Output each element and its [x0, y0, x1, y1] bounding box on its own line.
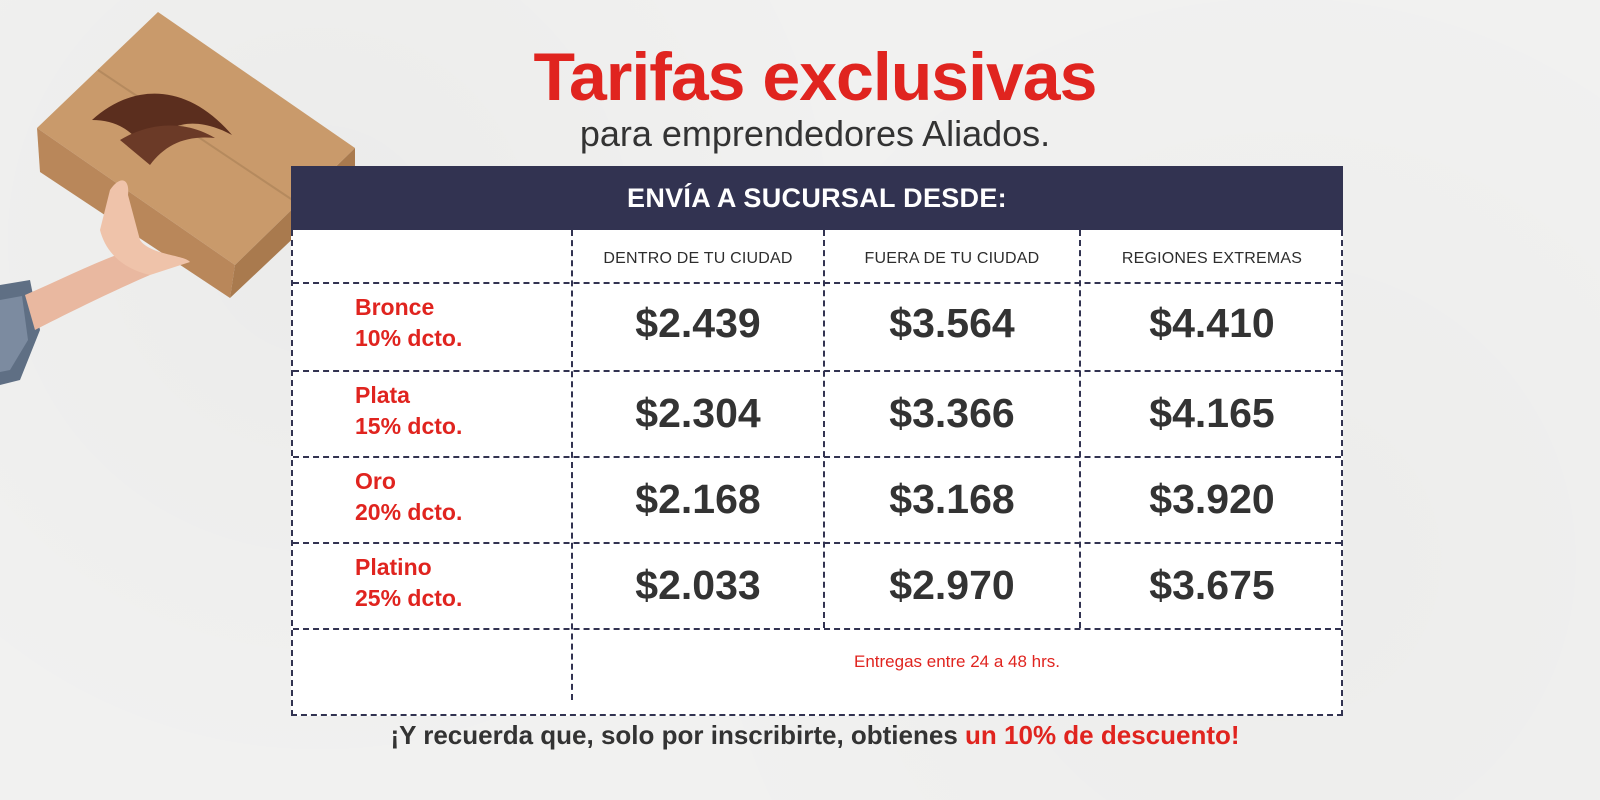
column-header-fuera: FUERA DE TU CIUDAD — [864, 250, 1040, 267]
tier-name: Plata — [355, 382, 410, 408]
price-cell: $3.920 — [1149, 476, 1275, 522]
price-cell: $2.033 — [635, 562, 761, 608]
footer-highlight: un 10% de descuento! — [965, 720, 1240, 750]
column-header-regiones: REGIONES EXTREMAS — [1121, 250, 1303, 267]
grid-divider — [293, 370, 1341, 372]
tier-name: Bronce — [355, 294, 435, 320]
rates-grid: DENTRO DE TU CIUDAD FUERA DE TU CIUDAD R… — [291, 230, 1343, 716]
page-subtitle: para emprendedores Aliados. — [579, 113, 1051, 154]
tier-discount: 10% dcto. — [355, 325, 463, 351]
grid-divider — [293, 282, 1341, 284]
grid-divider — [571, 230, 573, 700]
grid-divider — [293, 456, 1341, 458]
price-cell: $2.439 — [635, 300, 761, 346]
footer-message: ¡Y recuerda que, solo por inscribirte, o… — [0, 720, 1600, 751]
footer-text: ¡Y recuerda que, solo por inscribirte, o… — [390, 720, 966, 750]
price-cell: $2.970 — [889, 562, 1015, 608]
tier-discount: 20% dcto. — [355, 499, 463, 525]
price-cell: $3.366 — [889, 390, 1015, 436]
price-cell: $3.675 — [1149, 562, 1275, 608]
rates-table: ENVÍA A SUCURSAL DESDE: DENTRO DE TU CIU… — [291, 166, 1343, 716]
tier-discount: 15% dcto. — [355, 413, 463, 439]
price-cell: $4.410 — [1149, 300, 1275, 346]
grid-divider — [293, 542, 1341, 544]
price-cell: $3.564 — [889, 300, 1015, 346]
tier-bronce: Bronce 10% dcto. — [355, 292, 462, 354]
price-cell: $4.165 — [1149, 390, 1275, 436]
price-cell: $2.304 — [635, 390, 761, 436]
page-title: Tarifas exclusivas — [533, 39, 1098, 115]
tier-plata: Plata 15% dcto. — [355, 380, 462, 442]
brand-logo-icon — [92, 93, 232, 165]
tier-name: Oro — [355, 468, 396, 494]
column-header-dentro: DENTRO DE TU CIUDAD — [603, 250, 793, 267]
table-header: ENVÍA A SUCURSAL DESDE: — [291, 166, 1343, 230]
tier-discount: 25% dcto. — [355, 585, 463, 611]
tier-platino: Platino 25% dcto. — [355, 552, 462, 614]
price-cell: $2.168 — [635, 476, 761, 522]
delivery-note: Entregas entre 24 a 48 hrs. — [853, 652, 1061, 671]
grid-divider — [823, 230, 825, 628]
price-cell: $3.168 — [889, 476, 1015, 522]
tier-oro: Oro 20% dcto. — [355, 466, 462, 528]
tier-name: Platino — [355, 554, 432, 580]
grid-divider — [1079, 230, 1081, 628]
grid-divider — [293, 628, 1341, 630]
